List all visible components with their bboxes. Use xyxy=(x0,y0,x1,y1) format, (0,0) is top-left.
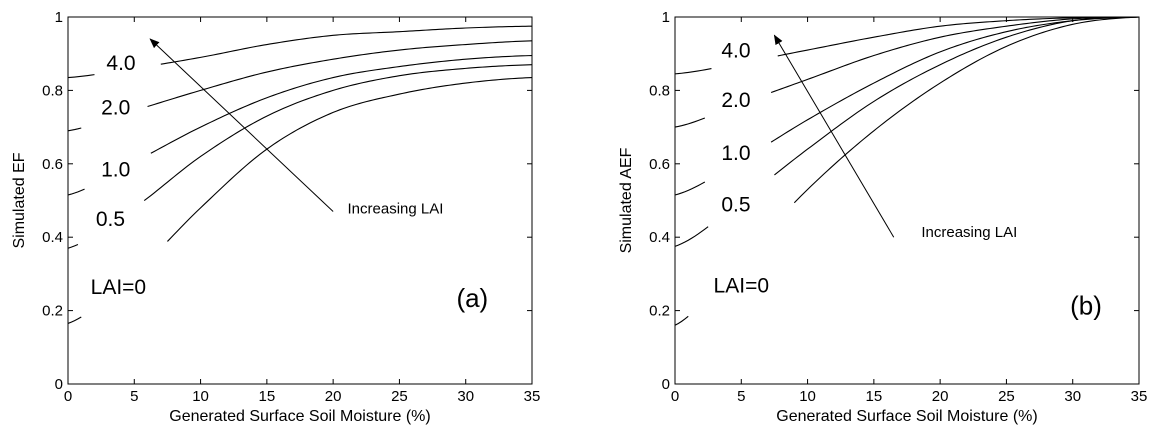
series-label: 1.0 xyxy=(721,142,750,165)
x-tick-label: 20 xyxy=(932,388,949,405)
x-tick-label: 35 xyxy=(524,388,541,405)
x-tick-label: 5 xyxy=(130,388,138,405)
y-tick-label: 0.8 xyxy=(649,82,670,99)
series-line-4-0 xyxy=(67,25,533,79)
series-label: 0.5 xyxy=(96,208,125,231)
annotation-text: Increasing LAI xyxy=(921,224,1017,241)
x-tick-label: 5 xyxy=(737,388,745,405)
panel-label: (a) xyxy=(456,283,488,313)
annotation-arrow xyxy=(773,34,895,238)
annotation-text: Increasing LAI xyxy=(348,200,444,217)
plot-frame xyxy=(67,16,533,385)
y-tick-label: 1 xyxy=(55,9,63,26)
y-tick-label: 0 xyxy=(662,376,670,393)
x-tick-label: 15 xyxy=(866,388,883,405)
y-tick-label: 0.6 xyxy=(649,156,670,173)
series-label: LAI=0 xyxy=(714,274,769,297)
chart-panel-b: 0 5 10 15 20 25 30 35 0 0.2 0.4 0.6 0.8 1 Generated Su… xyxy=(618,9,1147,425)
series-line-lai-0 xyxy=(674,16,1140,326)
annotation-arrow xyxy=(149,38,334,212)
x-tick-label: 30 xyxy=(457,388,474,405)
y-tick-label: 0.6 xyxy=(42,156,63,173)
y-tick-label: 0.4 xyxy=(42,229,63,246)
series-line-lai-0 xyxy=(67,77,533,324)
series-line-4-0 xyxy=(674,16,1140,75)
y-tick-label: 0.8 xyxy=(42,82,63,99)
series-line-0-5 xyxy=(67,64,533,249)
x-tick-label: 25 xyxy=(391,388,408,405)
series-line-1-0 xyxy=(67,54,533,196)
series-label: 2.0 xyxy=(721,89,750,112)
y-axis-label: Simulated AEF xyxy=(618,147,635,253)
x-tick-label: 10 xyxy=(192,388,209,405)
x-tick-label: 0 xyxy=(64,388,72,405)
x-axis-label: Generated Surface Soil Moisture (%) xyxy=(776,408,1037,425)
series-label: 1.0 xyxy=(101,159,130,182)
y-tick-label: 0 xyxy=(55,376,63,393)
series-line-1-0 xyxy=(674,16,1140,196)
y-axis-label: Simulated EF xyxy=(11,152,28,248)
series-label: 2.0 xyxy=(101,96,130,119)
series-label: 4.0 xyxy=(106,52,135,75)
series-label: LAI=0 xyxy=(91,276,146,299)
y-tick-label: 1 xyxy=(662,9,670,26)
x-tick-label: 10 xyxy=(799,388,816,405)
series-label: 0.5 xyxy=(721,194,750,217)
plot-frame xyxy=(674,16,1140,385)
x-tick-label: 30 xyxy=(1064,388,1081,405)
chart-panel-a: 0 5 10 15 20 25 30 35 0 0.2 0.4 0.6 0.8 1 Generated Su… xyxy=(11,9,540,425)
series-line-2-0 xyxy=(67,40,533,132)
x-axis-label: Generated Surface Soil Moisture (%) xyxy=(169,408,430,425)
series-label: 4.0 xyxy=(721,39,750,62)
panel-label: (b) xyxy=(1070,290,1102,320)
x-tick-label: 25 xyxy=(998,388,1015,405)
x-tick-label: 20 xyxy=(325,388,342,405)
x-tick-label: 15 xyxy=(259,388,276,405)
y-tick-label: 0.2 xyxy=(42,303,63,320)
x-tick-label: 35 xyxy=(1131,388,1148,405)
x-tick-label: 0 xyxy=(671,388,679,405)
y-tick-label: 0.4 xyxy=(649,229,670,246)
series-line-2-0 xyxy=(674,16,1140,128)
y-tick-label: 0.2 xyxy=(649,303,670,320)
